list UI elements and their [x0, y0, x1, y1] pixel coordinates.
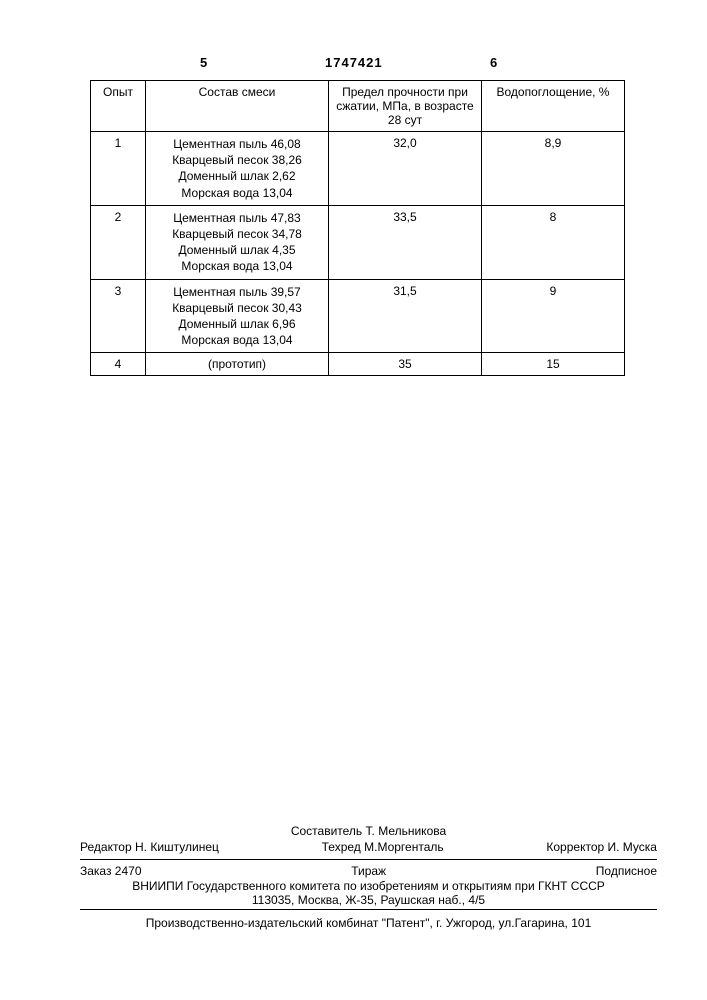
cell-composition: Цементная пыль 39,57Кварцевый песок 30,4… [146, 279, 329, 353]
cell-strength: 32,0 [329, 132, 482, 206]
cell-experiment: 2 [91, 205, 146, 279]
cell-water: 9 [482, 279, 625, 353]
page: 5 1747421 6 Опыт Состав смеси Предел про… [0, 0, 707, 1000]
footer-tirazh: Тираж [351, 864, 386, 878]
cell-strength: 33,5 [329, 205, 482, 279]
table-body: 1 Цементная пыль 46,08Кварцевый песок 38… [91, 132, 625, 376]
cell-composition: Цементная пыль 47,83Кварцевый песок 34,7… [146, 205, 329, 279]
col-header-composition: Состав смеси [146, 81, 329, 132]
table-row: 3 Цементная пыль 39,57Кварцевый песок 30… [91, 279, 625, 353]
footer-order: Заказ 2470 [80, 864, 142, 878]
divider [80, 909, 657, 910]
footer-credits-row: Редактор Н. Киштулинец Техред М.Моргента… [80, 839, 657, 857]
footer-org-line2: 113035, Москва, Ж-35, Раушская наб., 4/5 [80, 893, 657, 907]
cell-water: 15 [482, 353, 625, 376]
col-header-water: Водопоглощение, % [482, 81, 625, 132]
table-row: 4 (прототип) 35 15 [91, 353, 625, 376]
footer-org-line1: ВНИИПИ Государственного комитета по изоб… [80, 879, 657, 893]
footer-block: Составитель Т. Мельникова Редактор Н. Ки… [80, 824, 657, 930]
footer-tehred: Техред М.Моргенталь [322, 840, 444, 854]
footer-press: Производственно-издательский комбинат "П… [80, 912, 657, 930]
header-col-6: 6 [490, 55, 497, 70]
cell-strength: 35 [329, 353, 482, 376]
col-header-experiment: Опыт [91, 81, 146, 132]
data-table: Опыт Состав смеси Предел прочности при с… [90, 80, 625, 376]
cell-experiment: 4 [91, 353, 146, 376]
table-header-row: Опыт Состав смеси Предел прочности при с… [91, 81, 625, 132]
divider [80, 859, 657, 860]
col-header-strength: Предел прочности при сжатии, МПа, в возр… [329, 81, 482, 132]
footer-editor: Редактор Н. Киштулинец [80, 840, 219, 854]
header-col-5: 5 [200, 55, 207, 70]
footer-compiler: Составитель Т. Мельникова [80, 824, 657, 839]
cell-water: 8 [482, 205, 625, 279]
cell-water: 8,9 [482, 132, 625, 206]
cell-experiment: 3 [91, 279, 146, 353]
document-number: 1747421 [325, 55, 383, 70]
footer-subscription: Подписное [596, 864, 657, 878]
footer-corrector: Корректор И. Муска [546, 840, 657, 854]
cell-strength: 31,5 [329, 279, 482, 353]
cell-composition: (прототип) [146, 353, 329, 376]
table-row: 1 Цементная пыль 46,08Кварцевый песок 38… [91, 132, 625, 206]
table-row: 2 Цементная пыль 47,83Кварцевый песок 34… [91, 205, 625, 279]
cell-experiment: 1 [91, 132, 146, 206]
cell-composition: Цементная пыль 46,08Кварцевый песок 38,2… [146, 132, 329, 206]
footer-order-row: Заказ 2470 Тираж Подписное [80, 862, 657, 879]
